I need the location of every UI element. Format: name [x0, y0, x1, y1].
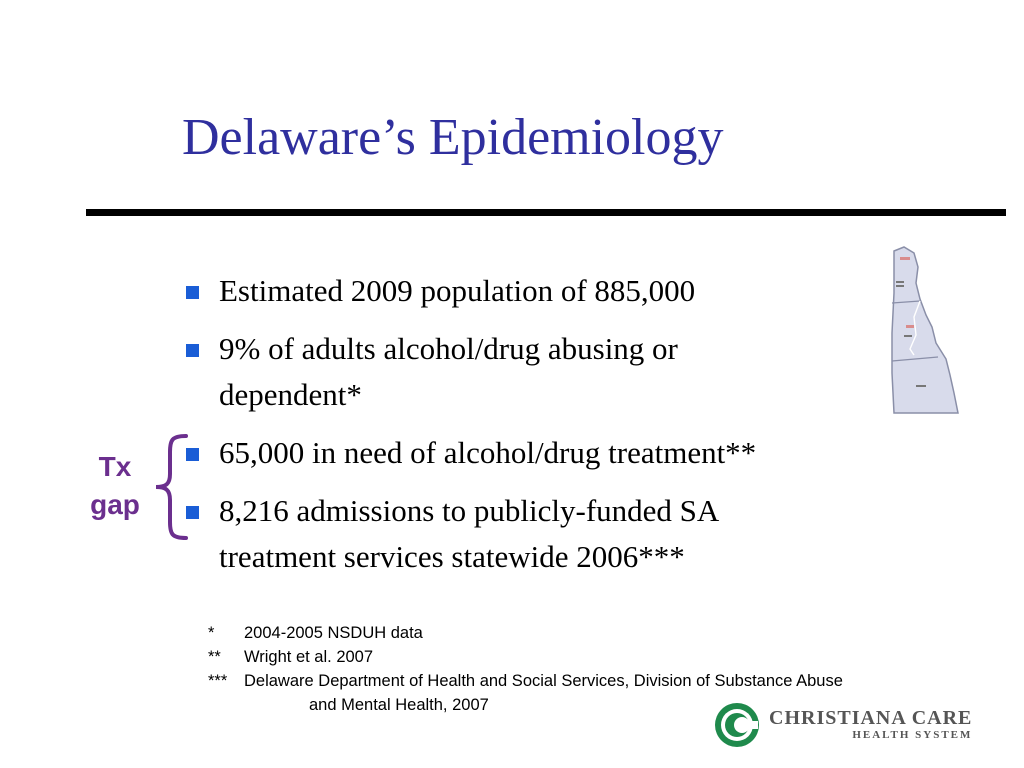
slide-title: Delaware’s Epidemiology: [182, 109, 724, 166]
tx-gap-line: gap: [90, 489, 140, 520]
footnote-mark: **: [208, 648, 221, 666]
footnote-mark: ***: [208, 672, 228, 690]
tx-gap-label: Tx gap: [76, 448, 154, 524]
map-city-label-icon: [900, 257, 910, 260]
footnote-text: and Mental Health, 2007: [309, 696, 489, 714]
bullet-text: treatment services statewide 2006***: [219, 539, 685, 574]
footnote: *** Delaware Department of Health and Soc…: [208, 669, 843, 693]
curly-brace-icon: [155, 434, 188, 540]
footnote-text: Wright et al. 2007: [244, 648, 374, 666]
square-bullet-icon: [186, 506, 199, 519]
footnote: and Mental Health, 2007: [208, 693, 843, 717]
footnote-mark: *: [208, 624, 215, 642]
square-bullet-icon: [186, 448, 199, 461]
footnotes: * 2004-2005 NSDUH data ** Wright et al. 20…: [208, 621, 843, 717]
delaware-map: [891, 246, 959, 414]
logo-subtitle: HEALTH SYSTEM: [852, 729, 973, 741]
bullet-text: 9% of adults alcohol/drug abusing or: [219, 331, 678, 366]
footnote-text: Delaware Department of Health and Social…: [244, 672, 843, 690]
square-bullet-icon: [186, 344, 199, 357]
bullet-text: 65,000 in need of alcohol/drug treatment…: [219, 435, 757, 470]
footnote: * 2004-2005 NSDUH data: [208, 621, 843, 645]
title-divider: [86, 209, 1006, 216]
christiana-care-logo-icon: [715, 703, 759, 747]
bullet-text: 8,216 admissions to publicly-funded SA: [219, 493, 720, 528]
logo-name: CHRISTIANA CARE: [769, 707, 973, 729]
logo-wordmark: CHRISTIANA CARE HEALTH SYSTEM: [769, 708, 972, 741]
bullet-text: Estimated 2009 population of 885,000: [219, 273, 696, 308]
footnote: ** Wright et al. 2007: [208, 645, 843, 669]
bullet-text: dependent*: [219, 377, 362, 412]
tx-gap-line: Tx: [98, 451, 132, 482]
footnote-text: 2004-2005 NSDUH data: [244, 624, 423, 642]
square-bullet-icon: [186, 286, 199, 299]
